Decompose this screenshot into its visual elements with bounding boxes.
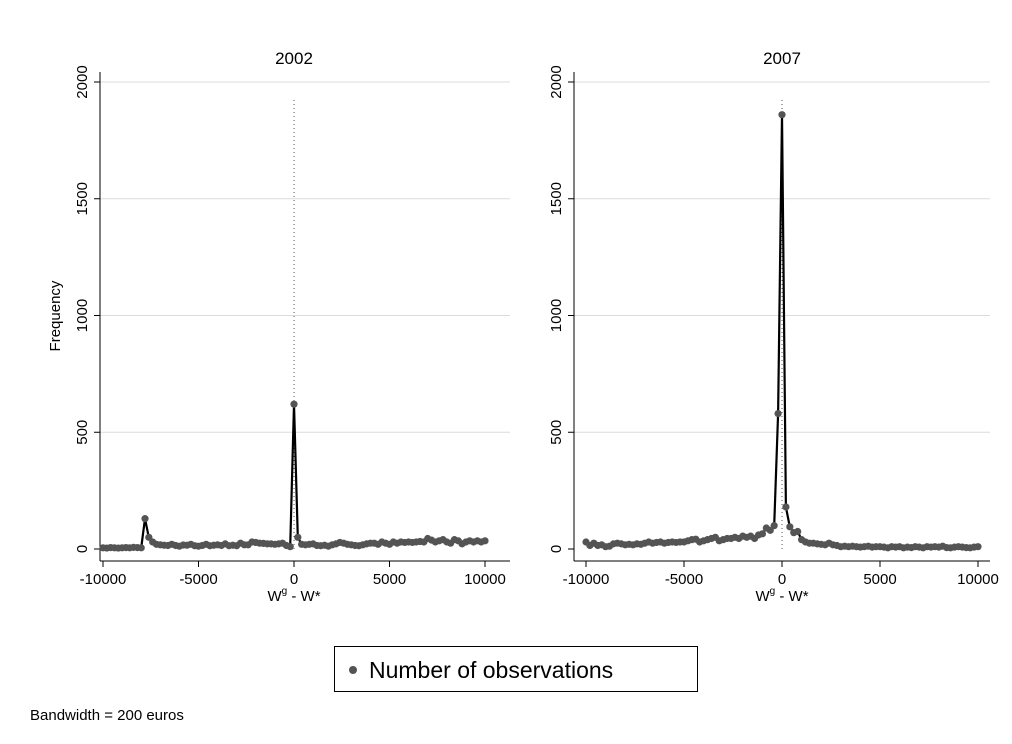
y-tick-label: 1000 [548, 299, 565, 332]
x-axis-label-sup: g [770, 586, 776, 597]
x-axis-label-main: W [755, 588, 770, 605]
data-point [786, 523, 794, 531]
legend: Number of observations [334, 646, 698, 692]
data-point [770, 522, 778, 530]
data-point [782, 503, 790, 511]
data-point [974, 543, 982, 551]
legend-label: Number of observations [369, 657, 614, 683]
x-tick-label: -10000 [80, 571, 127, 588]
y-tick-label: 500 [74, 420, 91, 445]
x-tick-label: 0 [778, 571, 786, 588]
x-axis-label: Wg - W* [267, 586, 320, 605]
x-tick-label: 5000 [373, 571, 406, 588]
data-point [481, 537, 489, 545]
data-point [758, 530, 767, 538]
y-tick-label: 2000 [548, 65, 565, 98]
series-line [585, 114, 979, 549]
y-tick-label: 0 [74, 545, 91, 553]
panel-title: 2002 [275, 49, 313, 68]
panel-title: 2007 [763, 49, 801, 68]
x-tick-label: 0 [290, 571, 298, 588]
y-tick-label: 1500 [74, 182, 91, 215]
y-tick-label: 500 [548, 420, 565, 445]
panel-2002: 0 500 1000 1500 2000 -10000 -5000 0 5000 10000 Wg … [47, 49, 510, 605]
x-tick-label: -10000 [563, 571, 610, 588]
y-axis-label: Frequency [47, 280, 64, 351]
data-point [794, 527, 802, 536]
legend-marker [349, 666, 357, 674]
data-point [141, 515, 149, 523]
x-tick-label: 10000 [464, 571, 506, 588]
data-point [290, 400, 298, 408]
data-point [137, 544, 145, 552]
data-point [774, 409, 782, 418]
x-axis-label-rest: - W* [287, 588, 320, 605]
data-point [286, 543, 294, 551]
x-axis-label: Wg - W* [755, 586, 808, 605]
y-tick-label: 1000 [74, 299, 91, 332]
x-axis-label-sup: g [282, 586, 288, 597]
data-point [294, 533, 302, 541]
panel-2007: 0 500 1000 1500 2000 -10000 -5000 0 5000 10000 Wg … [548, 49, 999, 605]
y-tick-label: 2000 [74, 65, 91, 98]
bandwidth-note: Bandwidth = 200 euros [30, 707, 184, 724]
x-tick-label: 5000 [863, 571, 896, 588]
y-tick-label: 1500 [548, 182, 565, 215]
x-tick-label: -5000 [179, 571, 217, 588]
y-tick-label: 0 [548, 545, 565, 553]
data-point [778, 111, 786, 119]
x-tick-label: 10000 [957, 571, 999, 588]
x-tick-label: -5000 [665, 571, 703, 588]
x-axis-label-main: W [267, 588, 282, 605]
x-axis-label-rest: - W* [775, 588, 808, 605]
